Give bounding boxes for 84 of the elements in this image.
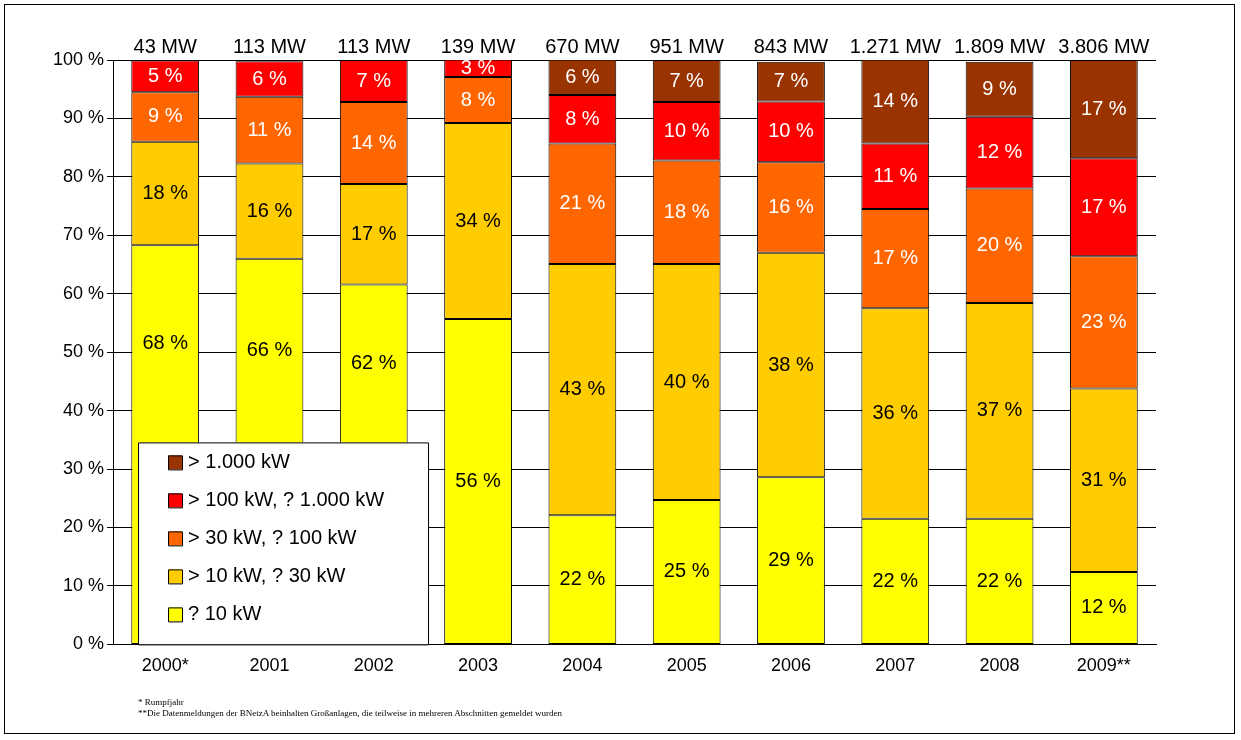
y-tick-label: 30 % xyxy=(63,458,105,479)
legend-label: > 1.000 kW xyxy=(188,449,290,472)
x-tick-label: 2005 xyxy=(666,655,707,676)
y-tick-label: 80 % xyxy=(63,165,105,186)
data-label: 9 % xyxy=(982,76,1017,99)
x-tick-label: 2006 xyxy=(770,655,811,676)
data-label: 17 % xyxy=(1081,96,1127,119)
annotation: 43 MW xyxy=(133,34,197,57)
data-label: 43 % xyxy=(559,377,606,400)
data-label: 20 % xyxy=(976,233,1023,256)
x-tick-label: 2003 xyxy=(458,655,499,676)
data-label: 10 % xyxy=(768,119,814,142)
data-label: 56 % xyxy=(455,468,502,491)
data-label: 37 % xyxy=(976,398,1023,421)
y-tick-label: 60 % xyxy=(63,282,105,303)
data-label: 68 % xyxy=(142,331,189,354)
annotation: 843 MW xyxy=(753,34,829,57)
data-label: 16 % xyxy=(246,198,293,221)
data-label: 7 % xyxy=(669,68,705,91)
data-label: 16 % xyxy=(768,195,814,218)
data-label: 14 % xyxy=(872,89,919,112)
annotation: 139 MW xyxy=(440,34,516,57)
data-label: 38 % xyxy=(768,352,814,375)
data-label: 18 % xyxy=(663,199,710,222)
y-tick-label: 50 % xyxy=(63,341,105,362)
data-label: 31 % xyxy=(1081,467,1127,490)
data-label: 12 % xyxy=(976,140,1023,163)
y-tick-label: 0 % xyxy=(73,633,105,654)
x-tick-label: 2004 xyxy=(562,655,603,676)
x-tick-label: 2008 xyxy=(979,655,1020,676)
data-label: 40 % xyxy=(663,369,710,392)
data-label: 36 % xyxy=(872,401,919,424)
data-label: 14 % xyxy=(350,130,397,153)
annotation: 113 MW xyxy=(232,34,307,57)
data-label: 12 % xyxy=(1081,595,1127,618)
annotation: 113 MW xyxy=(337,34,411,57)
data-label: 11 % xyxy=(247,117,292,140)
data-label: 66 % xyxy=(246,338,293,361)
y-tick-label: 90 % xyxy=(63,107,105,128)
legend-label: ? 10 kW xyxy=(188,601,262,624)
data-label: 29 % xyxy=(768,548,814,571)
data-label: 10 % xyxy=(663,118,710,141)
y-tick-label: 40 % xyxy=(63,399,105,420)
data-label: 17 % xyxy=(872,246,919,269)
x-tick-label: 2009** xyxy=(1076,655,1131,676)
data-label: 22 % xyxy=(559,567,606,590)
data-label: 7 % xyxy=(773,69,809,92)
annotation: 1.271 MW xyxy=(849,34,941,57)
data-label: 7 % xyxy=(356,68,392,91)
annotation: 1.809 MW xyxy=(953,34,1046,57)
y-tick-label: 10 % xyxy=(63,574,105,595)
text: **Die Datenmeldungen der BNetzA beinhalten Großanlagen, die teilweise in mehreren Abschnitten gemeldet wurden xyxy=(138,708,563,719)
data-label: 22 % xyxy=(872,568,919,591)
data-label: 34 % xyxy=(455,208,502,231)
data-label: 6 % xyxy=(565,64,600,87)
data-label: 8 % xyxy=(565,106,600,129)
x-tick-label: 2001 xyxy=(249,655,290,676)
y-tick-label: 100 % xyxy=(52,48,105,69)
data-label: 3 % xyxy=(460,55,496,78)
annotation: 951 MW xyxy=(649,34,725,57)
data-label: 11 % xyxy=(873,163,918,186)
data-label: 18 % xyxy=(142,181,189,204)
x-tick-label: 2007 xyxy=(875,655,916,676)
legend-label: > 30 kW, ? 100 kW xyxy=(188,525,357,548)
data-label: 6 % xyxy=(252,66,287,89)
data-label: 17 % xyxy=(350,221,397,244)
x-tick-label: 2002 xyxy=(353,655,394,676)
annotation: 3.806 MW xyxy=(1058,34,1150,57)
data-label: 23 % xyxy=(1081,309,1127,332)
data-label: 21 % xyxy=(559,191,606,214)
data-label: 8 % xyxy=(460,87,496,110)
data-label: 9 % xyxy=(147,104,183,127)
data-label: 25 % xyxy=(663,559,710,582)
annotation: 670 MW xyxy=(545,34,620,57)
data-label: 62 % xyxy=(350,350,397,373)
data-label: 22 % xyxy=(976,568,1023,591)
y-tick-label: 70 % xyxy=(63,224,105,245)
data-label: 17 % xyxy=(1081,194,1127,217)
text: * Rumpfjahr xyxy=(138,697,185,708)
legend-label: > 100 kW, ? 1.000 kW xyxy=(188,487,385,510)
data-label: 5 % xyxy=(147,63,183,86)
legend-label: > 10 kW, ? 30 kW xyxy=(188,563,346,586)
y-tick-label: 20 % xyxy=(63,516,105,537)
x-tick-label: 2000* xyxy=(141,655,189,676)
